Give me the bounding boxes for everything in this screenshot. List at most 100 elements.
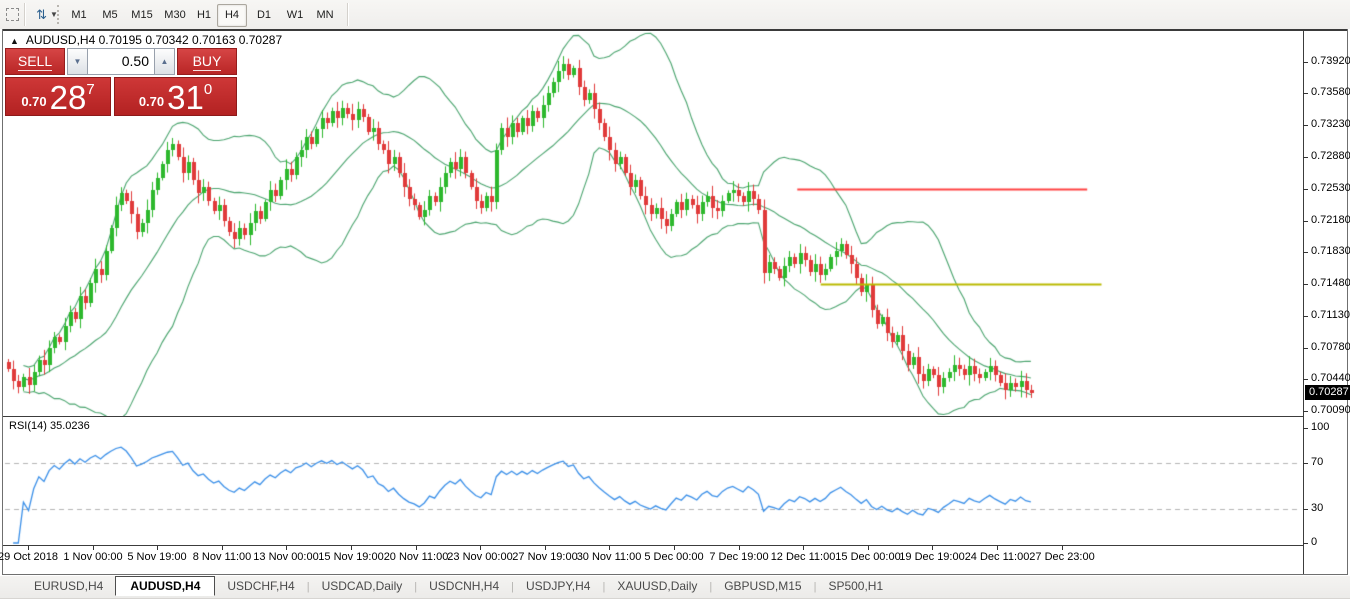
spin-down-icon: ▼: [73, 57, 82, 66]
price-axis-label: 0.73920: [1311, 55, 1350, 67]
chart-tab-usdcad-daily[interactable]: USDCAD,Daily: [321, 579, 403, 593]
date-axis-tick: [739, 546, 740, 550]
price-axis-tick: [1303, 252, 1308, 253]
buy-price-big-digits: 31: [167, 79, 204, 116]
date-axis-label: 13 Nov 00:00: [253, 551, 319, 563]
date-axis-label: 29 Oct 2018: [0, 551, 58, 563]
sell-price-pipette: 7: [86, 81, 95, 98]
spin-up-icon: ▲: [160, 57, 169, 66]
price-axis-label: 0.71830: [1311, 245, 1350, 257]
price-axis-label: 0.72180: [1311, 214, 1350, 226]
timeframe-button-m5[interactable]: M5: [102, 9, 118, 21]
toolbar-separator: [347, 3, 348, 26]
date-axis-label: 30 Nov 11:00: [576, 551, 642, 563]
chart-window-right-border: [1347, 29, 1348, 575]
price-axis-divider: [1303, 31, 1304, 574]
updown-arrows-button[interactable]: ⇅ ▼: [30, 5, 64, 23]
chart-tab-gbpusd-m15[interactable]: GBPUSD,M15: [724, 579, 802, 593]
volume-decrease-button[interactable]: ▼: [67, 48, 88, 75]
buy-price-prefix: 0.70: [138, 94, 165, 109]
timeframe-button-w1[interactable]: W1: [286, 9, 304, 21]
chart-tab-usdchf-h4[interactable]: USDCHF,H4: [227, 579, 295, 593]
date-axis-label: 8 Nov 11:00: [192, 551, 252, 563]
timeframe-button-m1[interactable]: M1: [71, 9, 87, 21]
price-axis-tick: [1303, 157, 1308, 158]
current-price-label: 0.70287: [1305, 385, 1350, 400]
date-axis-tick: [480, 546, 481, 550]
buy-price-display[interactable]: 0.70 31 0: [114, 77, 237, 116]
rsi-axis-tick: [1303, 543, 1308, 544]
chart-tab-eurusd-h4[interactable]: EURUSD,H4: [34, 579, 104, 593]
price-axis-tick: [1303, 411, 1308, 412]
timeframe-button-d1[interactable]: D1: [256, 9, 272, 21]
sell-price-display[interactable]: 0.70 28 7: [5, 77, 111, 116]
date-axis-label: 1 Nov 00:00: [63, 551, 123, 563]
chart-tab-sp500-h1[interactable]: SP500,H1: [828, 579, 884, 593]
date-axis-label: 27 Dec 23:00: [1029, 551, 1095, 563]
price-axis-label: 0.73580: [1311, 86, 1350, 98]
tab-separator: |: [813, 581, 817, 593]
date-axis-label: 20 Nov 11:00: [383, 551, 449, 563]
date-axis-tick: [609, 546, 610, 550]
dropdown-caret-icon: ▼: [49, 9, 58, 19]
rsi-chart-canvas[interactable]: [3, 418, 1303, 545]
updown-arrows-icon: ⇅: [36, 6, 47, 22]
tab-separator: |: [602, 581, 606, 593]
price-axis-tick: [1303, 221, 1308, 222]
timeframe-button-mn[interactable]: MN: [316, 9, 334, 21]
date-axis-tick: [674, 546, 675, 550]
timeframe-button-h1[interactable]: H1: [196, 9, 212, 21]
selection-rect-icon[interactable]: [2, 5, 22, 23]
tab-separator: |: [511, 581, 514, 593]
date-axis-tick: [416, 546, 417, 550]
rsi-axis-tick: [1303, 428, 1308, 429]
rsi-axis-label: 100: [1311, 421, 1330, 433]
price-chart-canvas[interactable]: [3, 31, 1303, 416]
volume-increase-button[interactable]: ▲: [154, 48, 175, 75]
rsi-axis-tick: [1303, 509, 1308, 510]
price-axis-tick: [1303, 189, 1308, 190]
rsi-axis-label: 0: [1311, 536, 1318, 548]
timeframe-button-h4[interactable]: H4: [217, 4, 247, 27]
price-axis-label: 0.71480: [1311, 277, 1350, 289]
date-axis-tick: [803, 546, 804, 550]
volume-field[interactable]: 0.50: [88, 48, 154, 75]
chart-tab-audusd-h4[interactable]: AUDUSD,H4: [115, 576, 216, 596]
date-axis-tick: [222, 546, 223, 550]
price-axis-label: 0.70090: [1311, 404, 1350, 416]
buy-button[interactable]: BUY: [177, 48, 237, 75]
timeframe-button-m15[interactable]: M15: [131, 9, 153, 21]
sell-price-big-digits: 28: [49, 79, 87, 116]
date-axis-label: 27 Nov 19:00: [512, 551, 578, 563]
price-axis-tick: [1303, 316, 1308, 317]
timeframe-button-m30[interactable]: M30: [164, 9, 186, 21]
rsi-indicator-label: RSI(14) 35.0236: [9, 420, 90, 432]
collapse-panel-icon[interactable]: ▲: [10, 36, 19, 46]
buy-button-label: BUY: [192, 52, 222, 71]
main-rsi-separator[interactable]: [3, 416, 1303, 417]
price-axis-tick: [1303, 284, 1308, 285]
sell-button[interactable]: SELL: [5, 48, 65, 75]
chart-tab-bar: EURUSD,H4 AUDUSD,H4 USDCHF,H4 | USDCAD,Daily…: [0, 576, 1350, 599]
chart-window-bottom-border: [2, 574, 1348, 575]
top-toolbar: ⇅ ▼ M1 M5 M15 M30 H1 H4 D1 W1 MN: [0, 0, 1350, 29]
price-axis-label: 0.70780: [1311, 341, 1350, 353]
date-axis-label: 12 Dec 11:00: [770, 551, 836, 563]
chart-title-row: ▲ AUDUSD,H4 0.70195 0.70342 0.70163 0.702…: [10, 33, 282, 47]
price-axis-tick: [1303, 62, 1308, 63]
rsi-dates-separator[interactable]: [3, 545, 1303, 546]
chart-tab-usdjpy-h4[interactable]: USDJPY,H4: [526, 579, 591, 593]
date-axis-tick: [157, 546, 158, 550]
chart-window-top-border: [2, 29, 1348, 31]
toolbar-separator: [24, 3, 25, 26]
one-click-trade-panel: SELL ▼ 0.50 ▲ BUY 0.70 28 7 0.70 31 0: [5, 48, 237, 116]
toolbar-grip[interactable]: [57, 5, 62, 24]
rsi-axis-label: 30: [1311, 502, 1324, 514]
chart-tab-usdcnh-h4[interactable]: USDCNH,H4: [429, 579, 500, 593]
price-axis-label: 0.73230: [1311, 118, 1350, 130]
date-axis-tick: [932, 546, 933, 550]
price-axis-label: 0.71130: [1311, 309, 1350, 321]
date-axis-label: 24 Dec 11:00: [964, 551, 1030, 563]
chart-tab-xauusd-daily[interactable]: XAUUSD,Daily: [617, 579, 698, 593]
